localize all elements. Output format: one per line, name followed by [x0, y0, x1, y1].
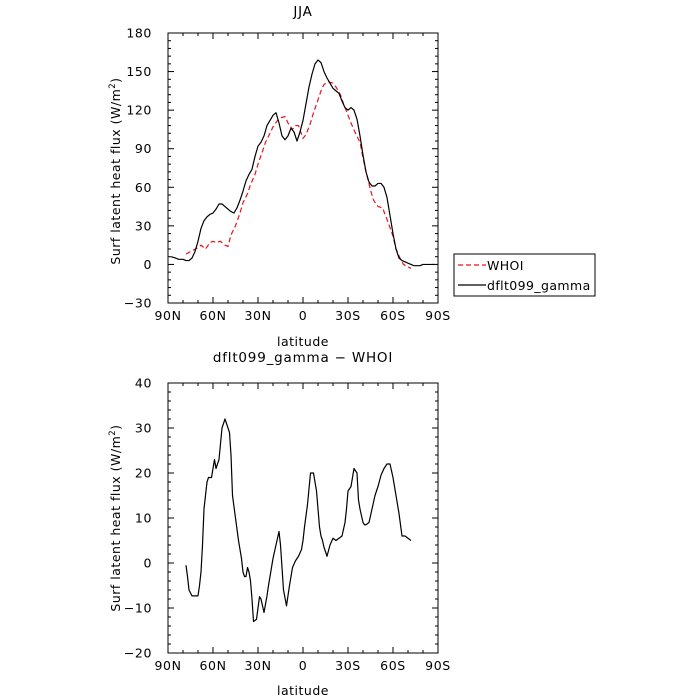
- bottom-x-tick-label: 90N: [154, 658, 181, 673]
- bottom-y-tick-label: 30: [135, 421, 152, 436]
- top-y-tick-label: −30: [124, 296, 152, 311]
- legend-box: [453, 253, 596, 297]
- bottom-series-line-difference: [185, 418, 412, 623]
- top-x-tick-label: 60S: [380, 308, 406, 323]
- top-plot-frame: [167, 32, 439, 304]
- bottom-panel: dflt099_gamma − WHOI Surf latent heat fl…: [108, 350, 451, 698]
- top-series-line-whoi: [185, 81, 412, 269]
- top-plot-lines: [170, 59, 435, 269]
- top-y-tick-label: 90: [135, 141, 152, 156]
- bottom-y-tick-label: 40: [135, 376, 152, 391]
- bottom-chart-title: dflt099_gamma − WHOI: [213, 350, 393, 366]
- top-y-tick-label: 150: [126, 64, 152, 79]
- svg-text:Surf latent heat flux (W/m2): Surf latent heat flux (W/m2): [108, 424, 123, 611]
- bottom-ylabel-superscript: 2: [108, 430, 118, 436]
- top-y-tick-label: 0: [143, 257, 152, 272]
- bottom-x-tick-label: 0: [299, 658, 308, 673]
- bottom-plot-lines: [185, 418, 412, 623]
- bottom-x-tick-label: 30N: [244, 658, 271, 673]
- top-ticks: 90N 60N 30N 0 30S 60S 90S −30 0 30 60 90 120 150 180: [124, 26, 451, 324]
- top-y-tick-label: 30: [135, 218, 152, 233]
- bottom-plot-frame: [167, 382, 439, 654]
- top-ylabel-text: Surf latent heat flux (W/m: [108, 89, 123, 265]
- top-series-line-dflt099-gamma: [170, 59, 435, 267]
- top-ylabel-superscript: 2: [108, 83, 118, 89]
- bottom-x-tick-label: 60S: [380, 658, 406, 673]
- top-x-tick-label: 30S: [335, 308, 361, 323]
- bottom-ylabel-text: Surf latent heat flux (W/m: [108, 436, 123, 612]
- top-x-axis-label: latitude: [277, 334, 329, 349]
- legend: WHOI dflt099_gamma: [453, 253, 596, 297]
- top-panel: JJA Surf latent heat flux (W/m2) latitud…: [108, 4, 451, 349]
- bottom-ylabel-close: ): [108, 424, 123, 429]
- legend-label-dflt: dflt099_gamma: [487, 278, 591, 293]
- bottom-x-tick-label: 30S: [335, 658, 361, 673]
- bottom-y-tick-label: 20: [135, 466, 152, 481]
- top-ylabel-close: ): [108, 77, 123, 82]
- bottom-y-tick-label: −10: [124, 601, 152, 616]
- bottom-x-axis-label: latitude: [277, 683, 329, 698]
- top-y-axis-label: Surf latent heat flux (W/m2): [108, 77, 123, 264]
- top-x-tick-label: 0: [299, 308, 308, 323]
- top-x-tick-label: 30N: [244, 308, 271, 323]
- legend-label-whoi: WHOI: [487, 258, 524, 273]
- top-y-tick-label: 180: [126, 26, 152, 41]
- bottom-x-tick-label: 90S: [425, 658, 451, 673]
- top-x-tick-label: 90S: [425, 308, 451, 323]
- bottom-x-tick-label: 60N: [199, 658, 226, 673]
- top-chart-title: JJA: [292, 4, 312, 20]
- bottom-y-tick-label: −20: [124, 646, 152, 661]
- bottom-y-axis-label: Surf latent heat flux (W/m2): [108, 424, 123, 611]
- bottom-y-tick-label: 10: [135, 511, 152, 526]
- top-x-tick-label: 60N: [199, 308, 226, 323]
- top-x-tick-label: 90N: [154, 308, 181, 323]
- top-y-tick-label: 120: [126, 103, 152, 118]
- top-y-tick-label: 60: [135, 180, 152, 195]
- svg-text:Surf latent heat flux (W/m2): Surf latent heat flux (W/m2): [108, 77, 123, 264]
- bottom-y-tick-label: 0: [143, 556, 152, 571]
- bottom-ticks: 90N 60N 30N 0 30S 60S 90S −20 −10 0 10 20 30 40: [124, 376, 451, 674]
